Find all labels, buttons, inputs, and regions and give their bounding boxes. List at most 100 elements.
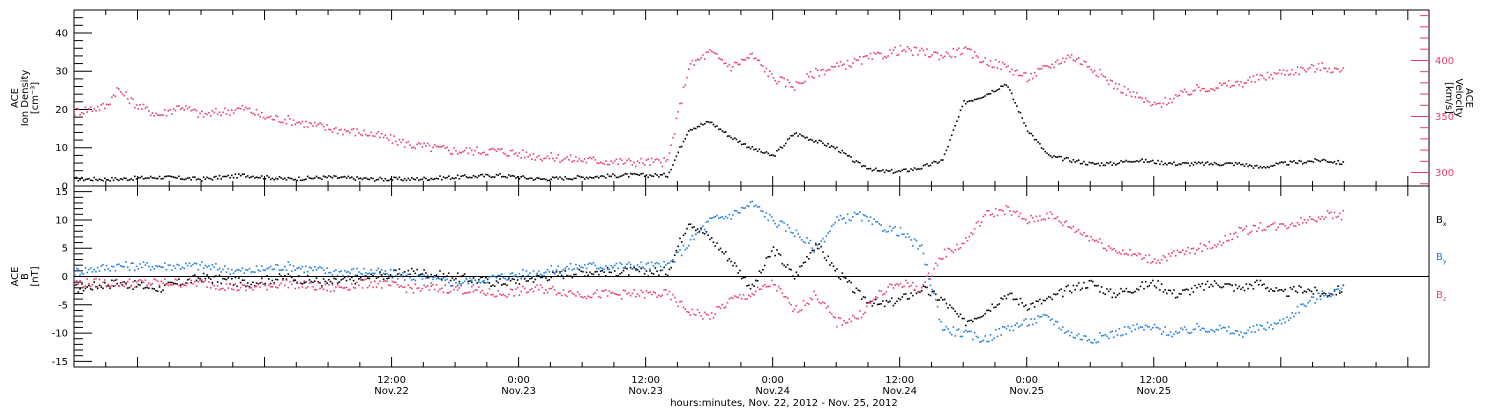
- data-point: [1002, 326, 1004, 328]
- data-point: [608, 290, 611, 292]
- data-point: [987, 93, 990, 95]
- data-point: [471, 149, 473, 152]
- data-point: [721, 216, 724, 218]
- data-point: [788, 137, 791, 140]
- data-point: [633, 265, 635, 268]
- data-point: [642, 162, 644, 165]
- data-point: [280, 282, 282, 285]
- data-point: [675, 301, 678, 303]
- data-point: [640, 289, 642, 292]
- data-point: [137, 283, 140, 286]
- data-point: [377, 267, 380, 270]
- data-point: [1321, 159, 1323, 161]
- data-point: [968, 235, 971, 238]
- data-point: [485, 294, 487, 296]
- data-point: [839, 278, 842, 280]
- data-point: [246, 175, 249, 177]
- data-point: [1155, 162, 1158, 165]
- data-point: [176, 279, 178, 281]
- data-point: [643, 175, 646, 177]
- data-point: [343, 269, 346, 272]
- data-point: [1079, 338, 1082, 341]
- data-point: [428, 144, 431, 147]
- data-point: [1017, 215, 1020, 218]
- data-point: [1040, 315, 1043, 318]
- data-point: [952, 48, 955, 50]
- data-point: [815, 294, 817, 296]
- data-point: [723, 252, 725, 255]
- data-point: [458, 280, 461, 283]
- data-point: [903, 49, 905, 51]
- data-point: [972, 57, 974, 59]
- data-point: [1256, 73, 1258, 76]
- data-point: [391, 277, 394, 279]
- data-point: [1122, 290, 1124, 293]
- data-point: [772, 77, 775, 79]
- data-point: [1192, 164, 1195, 166]
- data-point: [1203, 327, 1205, 330]
- data-point: [719, 128, 722, 130]
- data-point: [1213, 330, 1216, 333]
- data-point: [75, 267, 78, 270]
- data-point: [1056, 156, 1059, 158]
- data-point: [194, 176, 196, 178]
- data-point: [912, 54, 914, 56]
- data-point: [774, 222, 776, 225]
- data-point: [1070, 227, 1073, 230]
- data-point: [808, 75, 810, 78]
- data-point: [557, 177, 559, 180]
- data-point: [626, 263, 628, 265]
- data-point: [513, 295, 515, 297]
- data-point: [1226, 330, 1228, 332]
- data-point: [746, 56, 748, 59]
- data-point: [455, 282, 457, 284]
- data-point: [109, 287, 111, 289]
- data-point: [513, 175, 515, 177]
- data-point: [739, 293, 741, 296]
- data-point: [396, 144, 399, 146]
- data-point: [1212, 329, 1214, 332]
- data-point: [356, 281, 358, 284]
- data-point: [315, 269, 318, 271]
- data-point: [379, 176, 381, 179]
- data-point: [696, 228, 699, 230]
- data-point: [1003, 326, 1006, 328]
- data-point: [88, 284, 90, 287]
- data-point: [467, 176, 469, 179]
- data-point: [758, 205, 761, 208]
- data-point: [940, 54, 942, 57]
- data-point: [965, 102, 967, 105]
- data-point: [1180, 251, 1182, 254]
- data-point: [760, 271, 762, 274]
- data-point: [942, 56, 944, 59]
- data-point: [892, 304, 895, 307]
- data-point: [666, 176, 669, 178]
- data-point: [1197, 283, 1200, 286]
- data-point: [915, 168, 918, 171]
- data-point: [733, 137, 736, 139]
- data-point: [1109, 331, 1112, 334]
- data-point: [331, 282, 334, 285]
- data-point: [354, 179, 357, 181]
- data-point: [583, 275, 586, 277]
- data-point: [899, 170, 902, 173]
- data-point: [638, 174, 641, 176]
- data-point: [121, 178, 124, 181]
- data-point: [284, 284, 286, 287]
- data-point: [211, 283, 214, 286]
- data-point: [973, 228, 976, 230]
- data-point: [786, 224, 789, 226]
- data-point: [654, 158, 657, 161]
- data-point: [160, 114, 163, 117]
- data-point: [472, 290, 475, 293]
- data-point: [781, 292, 784, 294]
- data-point: [1254, 331, 1256, 333]
- data-point: [1102, 75, 1105, 77]
- data-point: [437, 276, 440, 278]
- data-point: [86, 111, 88, 113]
- data-point: [1111, 296, 1113, 299]
- data-point: [587, 177, 589, 180]
- data-point: [545, 157, 547, 159]
- data-point: [176, 283, 178, 285]
- data-point: [239, 270, 242, 272]
